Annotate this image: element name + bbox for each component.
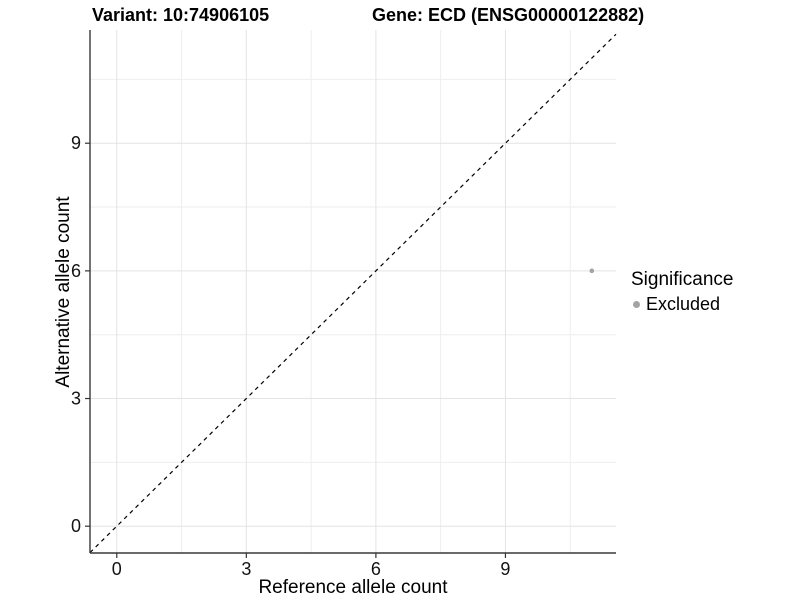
y-tick-label: 6 [71,261,81,281]
data-point [589,268,595,274]
x-tick-label: 9 [500,559,510,579]
legend-point-marker-icon [633,301,640,308]
y-tick-label: 9 [71,133,81,153]
plot-title-variant: Variant: 10:74906105 [92,5,270,25]
x-tick-label: 0 [112,559,122,579]
plot-title-gene: Gene: ECD (ENSG00000122882) [372,5,645,25]
x-axis-title: Reference allele count [258,577,448,598]
legend-title: Significance [631,269,734,290]
legend: Significance Excluded [631,269,733,315]
identity-reference-line [89,33,617,554]
x-tick-label: 3 [241,559,251,579]
y-tick-label: 0 [71,516,81,536]
x-tick-label: 6 [371,559,381,579]
legend-item-excluded: Excluded [631,294,733,315]
y-tick-label: 3 [71,389,81,409]
legend-item-label: Excluded [646,294,721,314]
y-axis-title: Alternative allele count [53,196,74,388]
